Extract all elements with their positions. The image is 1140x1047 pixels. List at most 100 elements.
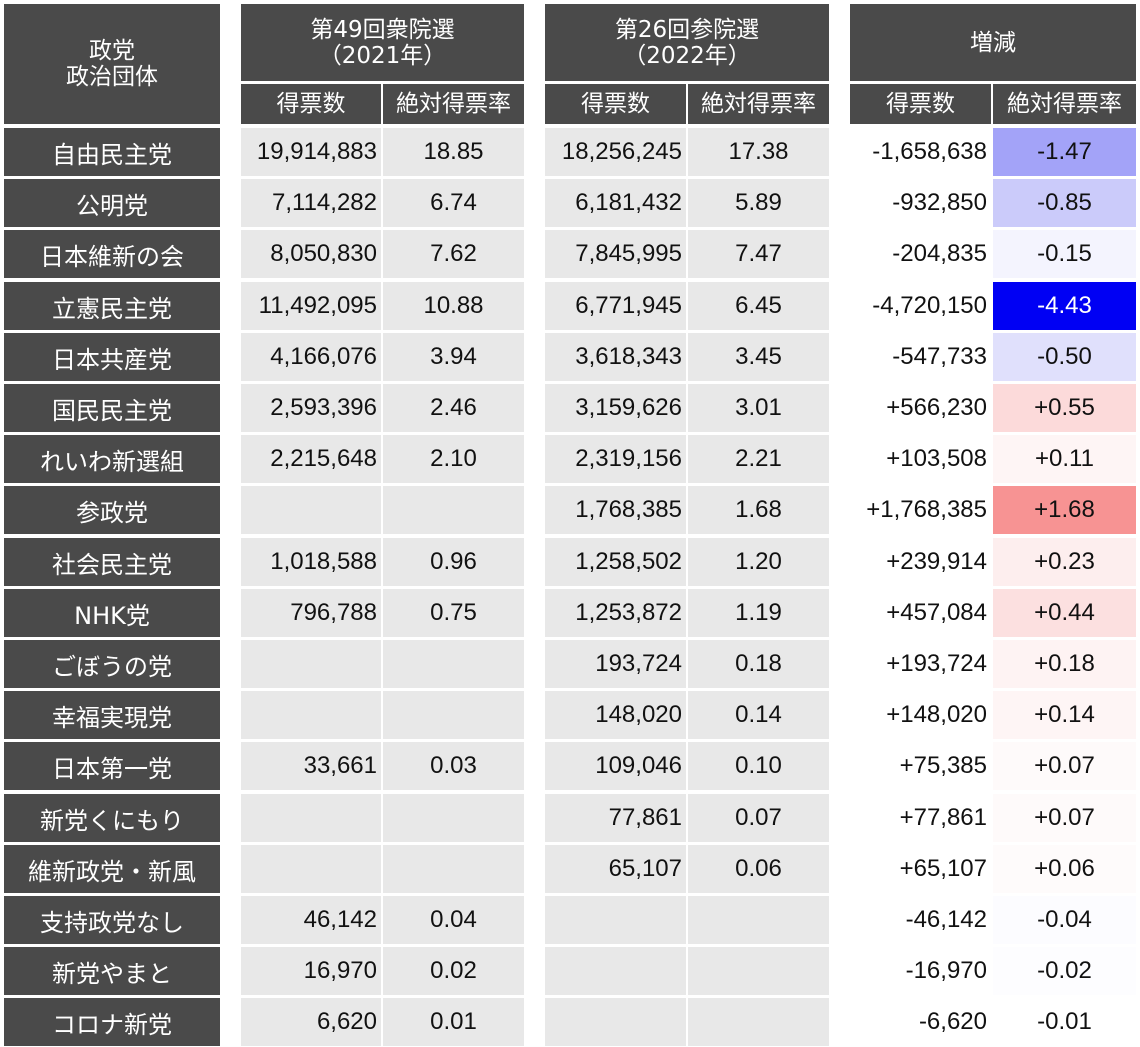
votes-change-cell: -932,850 [850,179,991,227]
abs-rate-change-cell: -0.50 [993,333,1136,381]
abs-rate-change-cell: +0.14 [993,691,1136,739]
votes-2022-cell: 3,159,626 [545,384,686,432]
abs-rate-2022-cell: 2.21 [688,435,829,483]
abs-rate-2021-cell: 3.94 [383,333,524,381]
votes-change-cell: -6,620 [850,998,991,1046]
votes-2022-cell: 7,845,995 [545,230,686,278]
party-name-cell: ごぼうの党 [4,640,220,688]
votes-2022-cell [545,896,686,944]
votes-change-cell: +566,230 [850,384,991,432]
votes-2021-cell: 2,593,396 [241,384,381,432]
abs-rate-2022-cell: 1.20 [688,538,829,586]
party-name-cell: 自由民主党 [4,128,220,176]
votes-2021-cell: 7,114,282 [241,179,381,227]
abs-rate-2021-cell: 6.74 [383,179,524,227]
abs-rate-2022-cell: 0.14 [688,691,829,739]
abs-rate-change-cell: +0.44 [993,589,1136,637]
party-name-cell: 立憲民主党 [4,282,220,330]
abs-rate-2021-cell: 2.10 [383,435,524,483]
abs-rate-2022-cell [688,896,829,944]
party-name-cell: 日本共産党 [4,333,220,381]
votes-change-cell: +193,724 [850,640,991,688]
abs-rate-change-cell: +0.23 [993,538,1136,586]
votes-2021-cell: 11,492,095 [241,282,381,330]
abs-rate-2022-cell: 0.06 [688,845,829,893]
abs-rate-2022-cell: 6.45 [688,282,829,330]
abs-rate-change-cell: +0.07 [993,742,1136,790]
abs-rate-2021-cell [383,845,524,893]
votes-2021-cell [241,794,381,842]
votes-2022-cell [545,998,686,1046]
abs-rate-2022-cell: 1.68 [688,486,829,534]
shugiin-header-line2: （2021年） [318,42,447,69]
sangiin-header-line1: 第26回参院選 [614,16,760,43]
votes-2021-header: 得票数 [241,84,381,124]
votes-change-cell: -16,970 [850,947,991,995]
votes-2022-cell: 109,046 [545,742,686,790]
abs-rate-2021-cell: 2.46 [383,384,524,432]
votes-2021-cell [241,691,381,739]
abs-rate-change-cell: -0.85 [993,179,1136,227]
abs-rate-2022-cell [688,947,829,995]
votes-change-header: 得票数 [850,84,991,124]
abs-rate-2022-cell: 17.38 [688,128,829,176]
sangiin-2022-header: 第26回参院選 （2022年） [545,4,829,81]
votes-2021-cell [241,845,381,893]
party-name-cell: コロナ新党 [4,998,220,1046]
abs-rate-change-cell: +1.68 [993,486,1136,534]
votes-2022-cell: 77,861 [545,794,686,842]
abs-rate-2021-header: 絶対得票率 [383,84,524,124]
abs-rate-change-cell: +0.11 [993,435,1136,483]
abs-rate-2021-cell: 0.04 [383,896,524,944]
votes-2022-cell: 1,768,385 [545,486,686,534]
votes-change-cell: -204,835 [850,230,991,278]
abs-rate-change-header: 絶対得票率 [993,84,1136,124]
abs-rate-2022-header: 絶対得票率 [688,84,829,124]
party-name-cell: 新党くにもり [4,794,220,842]
votes-change-cell: +239,914 [850,538,991,586]
abs-rate-2022-cell: 0.18 [688,640,829,688]
votes-change-cell: +148,020 [850,691,991,739]
shugiin-2021-header: 第49回衆院選 （2021年） [241,4,524,81]
votes-2022-cell: 6,771,945 [545,282,686,330]
abs-rate-2021-cell [383,794,524,842]
votes-change-cell: +1,768,385 [850,486,991,534]
abs-rate-2021-cell: 0.01 [383,998,524,1046]
party-name-cell: 幸福実現党 [4,691,220,739]
abs-rate-change-cell: +0.18 [993,640,1136,688]
sangiin-header-line2: （2022年） [623,42,751,69]
votes-2021-cell: 6,620 [241,998,381,1046]
abs-rate-change-cell: -0.04 [993,896,1136,944]
abs-rate-change-cell: +0.55 [993,384,1136,432]
votes-2021-cell: 33,661 [241,742,381,790]
votes-2021-cell: 16,970 [241,947,381,995]
votes-change-cell: -46,142 [850,896,991,944]
votes-change-cell: +103,508 [850,435,991,483]
party-name-cell: 日本第一党 [4,742,220,790]
votes-2021-cell: 796,788 [241,589,381,637]
votes-2022-cell: 148,020 [545,691,686,739]
votes-2021-cell: 1,018,588 [241,538,381,586]
abs-rate-2022-cell: 3.01 [688,384,829,432]
abs-rate-2021-cell: 10.88 [383,282,524,330]
party-name-cell: 維新政党・新風 [4,845,220,893]
votes-2022-cell: 1,258,502 [545,538,686,586]
votes-2022-cell: 1,253,872 [545,589,686,637]
abs-rate-change-cell: +0.07 [993,794,1136,842]
party-name-cell: 参政党 [4,486,220,534]
abs-rate-2022-cell: 3.45 [688,333,829,381]
votes-2021-cell: 19,914,883 [241,128,381,176]
votes-change-cell: -1,658,638 [850,128,991,176]
abs-rate-2021-cell [383,486,524,534]
votes-2022-cell: 65,107 [545,845,686,893]
party-column-header: 政党 政治団体 [4,4,220,124]
party-name-cell: 支持政党なし [4,896,220,944]
abs-rate-change-cell: -4.43 [993,282,1136,330]
party-name-cell: 公明党 [4,179,220,227]
votes-2022-cell: 193,724 [545,640,686,688]
shugiin-header-line1: 第49回衆院選 [310,16,455,43]
abs-rate-2021-cell: 0.03 [383,742,524,790]
abs-rate-2021-cell: 18.85 [383,128,524,176]
votes-change-cell: +65,107 [850,845,991,893]
party-name-cell: NHK党 [4,589,220,637]
